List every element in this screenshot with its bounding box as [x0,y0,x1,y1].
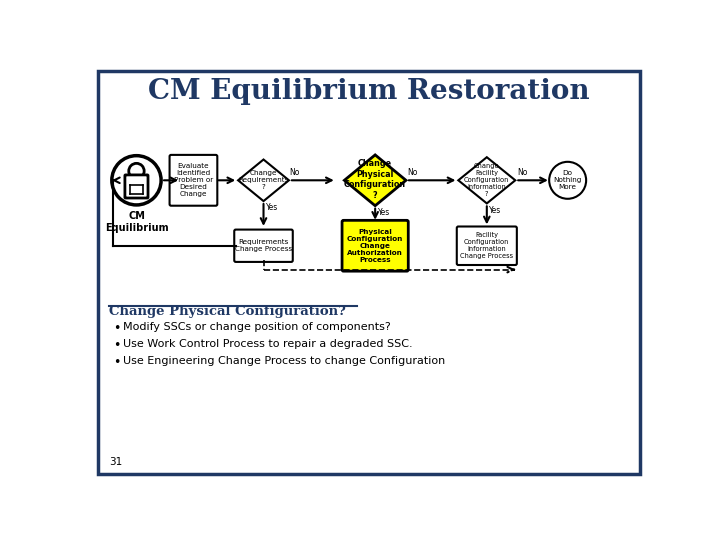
Text: Physical
Configuration
Change
Authorization
Process: Physical Configuration Change Authorizat… [347,229,403,263]
Text: Yes: Yes [489,206,501,215]
Circle shape [549,162,586,199]
Text: Do
Nothing
More: Do Nothing More [554,170,582,190]
Text: Use Engineering Change Process to change Configuration: Use Engineering Change Process to change… [122,356,445,366]
Text: Use Work Control Process to repair a degraded SSC.: Use Work Control Process to repair a deg… [122,339,413,349]
Text: Change
Physical
Configuration
?: Change Physical Configuration ? [344,159,406,200]
Circle shape [129,164,144,179]
Text: Facility
Configuration
Information
Change Process: Facility Configuration Information Chang… [460,232,513,259]
Text: No: No [517,168,527,177]
Text: Yes: Yes [377,208,390,217]
Polygon shape [344,155,406,206]
Polygon shape [459,157,516,204]
FancyBboxPatch shape [456,226,517,265]
FancyBboxPatch shape [125,175,148,198]
Text: •: • [113,339,121,352]
Polygon shape [238,159,289,201]
Text: Yes: Yes [266,204,278,212]
Text: Requirements
Change Process: Requirements Change Process [235,239,292,252]
Text: CM
Equilibrium: CM Equilibrium [104,211,168,233]
Text: Change Physical Configuration?: Change Physical Configuration? [109,305,346,318]
Text: Change
Facility
Configuration
Information
?: Change Facility Configuration Informatio… [464,163,510,197]
FancyBboxPatch shape [234,230,293,262]
Text: CM Equilibrium Restoration: CM Equilibrium Restoration [148,78,590,105]
Text: •: • [113,356,121,369]
Text: No: No [289,168,300,177]
Text: •: • [113,322,121,335]
FancyBboxPatch shape [98,71,640,475]
FancyBboxPatch shape [170,155,217,206]
Text: No: No [408,168,418,177]
Text: Modify SSCs or change position of components?: Modify SSCs or change position of compon… [122,322,390,332]
Text: 31: 31 [109,457,122,467]
FancyBboxPatch shape [342,220,408,271]
Text: Change
Requirements
?: Change Requirements ? [238,170,289,190]
Text: Evaluate
Identified
Problem or
Desired
Change: Evaluate Identified Problem or Desired C… [174,163,213,197]
